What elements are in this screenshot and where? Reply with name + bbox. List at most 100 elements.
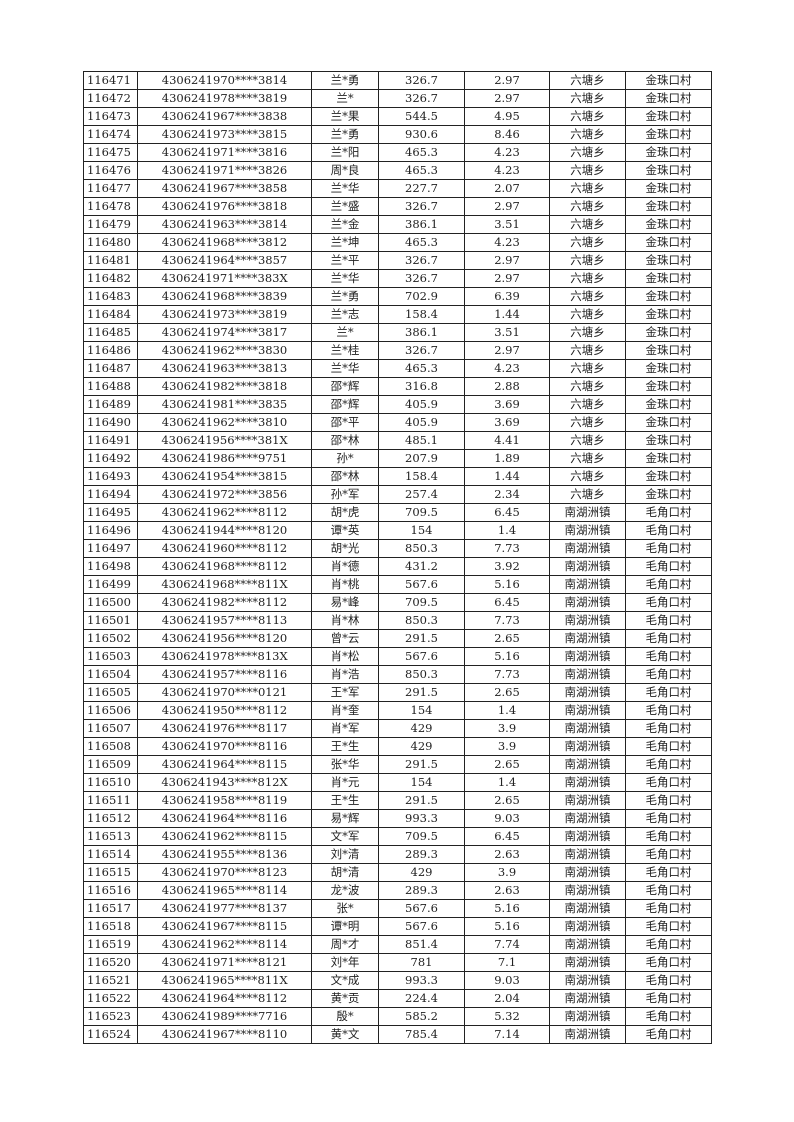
cell-id-number: 4306241978****813X <box>137 647 312 666</box>
cell-record-id: 116522 <box>83 989 138 1008</box>
cell-id-number: 4306241963****3814 <box>137 215 312 234</box>
cell-village: 金珠口村 <box>625 467 712 486</box>
cell-name: 邵*林 <box>311 431 379 450</box>
cell-id-number: 4306241964****8116 <box>137 809 312 828</box>
cell-township: 南湖洲镇 <box>549 593 626 612</box>
cell-name: 王*生 <box>311 737 379 756</box>
cell-township: 南湖洲镇 <box>549 1025 626 1044</box>
cell-village: 金珠口村 <box>625 89 712 108</box>
cell-village: 金珠口村 <box>625 305 712 324</box>
cell-id-number: 4306241958****8119 <box>137 791 312 810</box>
cell-record-id: 116503 <box>83 647 138 666</box>
cell-area: 2.63 <box>464 881 550 900</box>
cell-amount: 465.3 <box>378 233 465 252</box>
table-row: 116499 4306241968****811X 肖*桃 567.6 5.16 南湖洲镇… <box>83 575 712 594</box>
cell-record-id: 116490 <box>83 413 138 432</box>
cell-township: 南湖洲镇 <box>549 971 626 990</box>
cell-village: 金珠口村 <box>625 197 712 216</box>
cell-amount: 257.4 <box>378 485 465 504</box>
cell-township: 六塘乡 <box>549 305 626 324</box>
cell-id-number: 4306241957****8113 <box>137 611 312 630</box>
cell-record-id: 116506 <box>83 701 138 720</box>
cell-amount: 485.1 <box>378 431 465 450</box>
cell-township: 六塘乡 <box>549 125 626 144</box>
cell-name: 邵*平 <box>311 413 379 432</box>
cell-id-number: 4306241977****8137 <box>137 899 312 918</box>
cell-township: 南湖洲镇 <box>549 827 626 846</box>
cell-record-id: 116511 <box>83 791 138 810</box>
cell-township: 南湖洲镇 <box>549 755 626 774</box>
cell-township: 南湖洲镇 <box>549 989 626 1008</box>
cell-village: 金珠口村 <box>625 341 712 360</box>
table-row: 116487 4306241963****3813 兰*华 465.3 4.23 六塘乡金… <box>83 359 712 378</box>
cell-village: 金珠口村 <box>625 395 712 414</box>
cell-area: 5.16 <box>464 899 550 918</box>
cell-amount: 291.5 <box>378 791 465 810</box>
cell-record-id: 116507 <box>83 719 138 738</box>
cell-id-number: 4306241956****381X <box>137 431 312 450</box>
cell-record-id: 116515 <box>83 863 138 882</box>
cell-record-id: 116492 <box>83 449 138 468</box>
cell-amount: 567.6 <box>378 899 465 918</box>
table-row: 116478 4306241976****3818 兰*盛 326.7 2.97 六塘乡金… <box>83 197 712 216</box>
cell-name: 肖*奎 <box>311 701 379 720</box>
table-row: 116516 4306241965****8114 龙*波 289.3 2.63 南湖洲镇… <box>83 881 712 900</box>
cell-village: 毛角口村 <box>625 737 712 756</box>
table-row: 116521 4306241965****811X 文*成 993.3 9.03 南湖洲镇… <box>83 971 712 990</box>
cell-record-id: 116471 <box>83 71 138 90</box>
table-row: 116498 4306241968****8112 肖*德 431.2 3.92 南湖洲镇… <box>83 557 712 576</box>
cell-id-number: 4306241974****3817 <box>137 323 312 342</box>
cell-village: 金珠口村 <box>625 485 712 504</box>
cell-amount: 544.5 <box>378 107 465 126</box>
cell-amount: 405.9 <box>378 395 465 414</box>
cell-area: 3.69 <box>464 395 550 414</box>
cell-area: 4.41 <box>464 431 550 450</box>
cell-id-number: 4306241970****3814 <box>137 71 312 90</box>
cell-area: 2.97 <box>464 269 550 288</box>
cell-area: 2.63 <box>464 845 550 864</box>
cell-id-number: 4306241943****812X <box>137 773 312 792</box>
cell-amount: 326.7 <box>378 251 465 270</box>
cell-id-number: 4306241968****811X <box>137 575 312 594</box>
table-row: 116481 4306241964****3857 兰*平 326.7 2.97 六塘乡金… <box>83 251 712 270</box>
cell-name: 周*良 <box>311 161 379 180</box>
cell-name: 肖*松 <box>311 647 379 666</box>
cell-amount: 702.9 <box>378 287 465 306</box>
cell-amount: 291.5 <box>378 683 465 702</box>
cell-amount: 585.2 <box>378 1007 465 1026</box>
cell-township: 南湖洲镇 <box>549 701 626 720</box>
cell-village: 毛角口村 <box>625 539 712 558</box>
cell-township: 六塘乡 <box>549 431 626 450</box>
cell-id-number: 4306241967****3838 <box>137 107 312 126</box>
cell-township: 六塘乡 <box>549 269 626 288</box>
cell-amount: 207.9 <box>378 449 465 468</box>
table-row: 116517 4306241977****8137 张* 567.6 5.16 南湖洲镇毛… <box>83 899 712 918</box>
cell-area: 2.97 <box>464 341 550 360</box>
cell-record-id: 116476 <box>83 161 138 180</box>
cell-amount: 326.7 <box>378 71 465 90</box>
cell-area: 2.04 <box>464 989 550 1008</box>
cell-amount: 289.3 <box>378 845 465 864</box>
cell-name: 肖*林 <box>311 611 379 630</box>
cell-id-number: 4306241965****811X <box>137 971 312 990</box>
cell-id-number: 4306241962****8112 <box>137 503 312 522</box>
cell-village: 金珠口村 <box>625 125 712 144</box>
cell-record-id: 116485 <box>83 323 138 342</box>
cell-township: 南湖洲镇 <box>549 539 626 558</box>
cell-area: 2.97 <box>464 71 550 90</box>
cell-amount: 291.5 <box>378 629 465 648</box>
cell-amount: 405.9 <box>378 413 465 432</box>
cell-id-number: 4306241967****8115 <box>137 917 312 936</box>
cell-village: 毛角口村 <box>625 881 712 900</box>
cell-id-number: 4306241973****3819 <box>137 305 312 324</box>
cell-area: 7.74 <box>464 935 550 954</box>
cell-record-id: 116483 <box>83 287 138 306</box>
cell-record-id: 116520 <box>83 953 138 972</box>
table-row: 116471 4306241970****3814 兰*勇 326.7 2.97 六塘乡金… <box>83 71 712 90</box>
cell-id-number: 4306241972****3856 <box>137 485 312 504</box>
cell-township: 六塘乡 <box>549 395 626 414</box>
data-table: 116471 4306241970****3814 兰*勇 326.7 2.97 六塘乡金… <box>83 71 712 1044</box>
cell-id-number: 4306241944****8120 <box>137 521 312 540</box>
cell-name: 殷* <box>311 1007 379 1026</box>
cell-village: 毛角口村 <box>625 521 712 540</box>
